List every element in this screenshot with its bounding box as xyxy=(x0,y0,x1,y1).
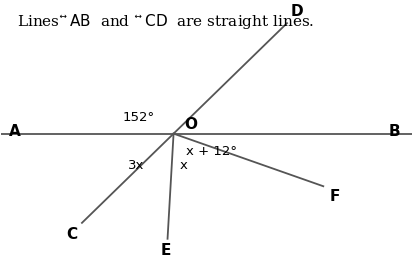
Text: A: A xyxy=(9,124,21,139)
Text: x + 12°: x + 12° xyxy=(186,145,237,158)
Text: O: O xyxy=(184,117,197,132)
Text: x: x xyxy=(180,159,188,172)
Text: 152°: 152° xyxy=(123,110,155,124)
Text: F: F xyxy=(330,189,340,204)
Text: D: D xyxy=(291,4,304,20)
Text: E: E xyxy=(160,243,171,258)
Text: 3x: 3x xyxy=(128,159,145,172)
Text: Lines $\overleftrightarrow{\mathrm{AB}}$  and  $\overleftrightarrow{\mathrm{CD}}: Lines $\overleftrightarrow{\mathrm{AB}}$… xyxy=(17,12,314,31)
Text: B: B xyxy=(388,124,400,139)
Text: C: C xyxy=(67,227,78,242)
